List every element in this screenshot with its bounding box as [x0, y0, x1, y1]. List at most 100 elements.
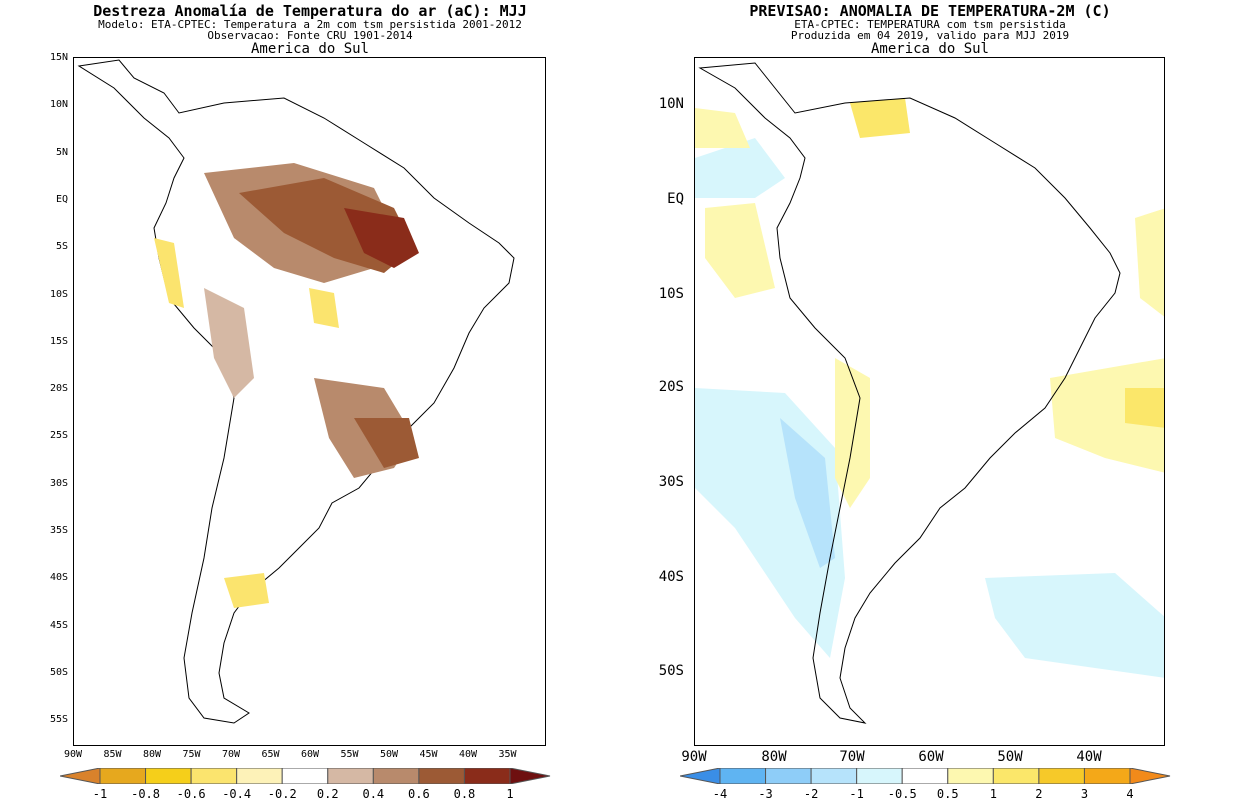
left-lat-tick-label: 20S: [49, 383, 68, 395]
right-colorbar-tick-label: 2: [1035, 787, 1043, 801]
left-subtitle-observation: Observacao: Fonte CRU 1901-2014: [207, 29, 413, 42]
right-lat-tick-label: 40S: [658, 569, 684, 585]
right-anomaly-andes-warm: [835, 358, 870, 508]
left-skill-region-southeast: [354, 418, 419, 468]
left-colorbar-segment: [372, 768, 420, 784]
left-lat-tick-label: 15N: [49, 52, 68, 63]
left-lon-tick-label: 85W: [103, 749, 122, 760]
left-lon-tick-label: 65W: [261, 749, 280, 760]
left-colorbar-segment: [236, 768, 283, 784]
right-lat-tick-label: 20S: [658, 379, 684, 395]
left-lat-tick-label: 25S: [49, 430, 68, 442]
left-lon-tick-label: 60W: [300, 749, 320, 760]
left-lat-tick-label: 35S: [49, 525, 68, 536]
right-subtitle-model: ETA-CPTEC: TEMPERATURA com tsm persistid…: [794, 18, 1066, 31]
left-colorbar-tick-label: 0.6: [408, 787, 430, 801]
right-lon-tick-label: 40W: [1076, 749, 1102, 765]
left-lon-tick-label: 50W: [379, 749, 399, 760]
right-colorbar-tick-label: -4: [712, 787, 728, 801]
left-colorbar-tick-label: 0.2: [316, 787, 339, 801]
right-map-canvas: [695, 62, 1164, 724]
right-region-label: America do Sul: [870, 41, 989, 57]
right-colorbar-segment: [856, 768, 903, 784]
right-anomaly-atlantic-warm-core: [1125, 388, 1164, 428]
left-map-frame: [73, 57, 546, 746]
right-colorbar-low-arrow: [680, 768, 721, 784]
left-skill-region-yellow-1: [309, 288, 339, 328]
left-colorbar-tick-label: -0.8: [131, 787, 160, 801]
left-colorbar-segment: [463, 768, 511, 784]
left-skill-region-east: [344, 208, 419, 268]
right-colorbar-segment: [901, 768, 949, 784]
left-lon-tick-label: 90W: [63, 749, 83, 760]
left-map-canvas: [77, 59, 515, 724]
right-colorbar-segment: [719, 768, 767, 784]
left-skill-region-yellow-2: [224, 573, 269, 608]
left-lat-tick-label: 5N: [55, 146, 68, 158]
left-map-panel: Destreza Anomalía de Temperatura do ar (…: [49, 2, 551, 801]
left-lat-tick-label: 10S: [49, 288, 68, 300]
left-lon-tick-label: 80W: [142, 749, 162, 760]
left-continent-outline: [77, 59, 515, 724]
left-colorbar-tick-label: -1: [92, 787, 108, 801]
right-colorbar-segment: [765, 768, 812, 784]
left-lon-tick-label: 55W: [340, 749, 359, 760]
right-colorbar-tick-label: -1: [849, 787, 864, 801]
left-title: Destreza Anomalía de Temperatura do ar (…: [93, 2, 527, 20]
right-anomaly-atlantic-cool: [985, 573, 1164, 678]
right-map-panel: PREVISAO: ANOMALIA DE TEMPERATURA-2M (C)…: [620, 0, 1240, 802]
left-colorbar-tick-label: -0.6: [176, 787, 206, 801]
right-subtitle-production: Produzida em 04 2019, valido para MJJ 20…: [790, 29, 1070, 42]
left-lon-tick-label: 70W: [221, 749, 241, 760]
left-lat-tick-label: 50S: [49, 666, 68, 678]
right-colorbar-tick-label: 4: [1126, 787, 1134, 801]
left-lat-tick-label: 15S: [49, 335, 68, 347]
left-subtitle-model: Modelo: ETA-CPTEC: Temperatura a 2m com …: [98, 18, 522, 31]
left-lat-tick-label: 55S: [49, 714, 68, 726]
right-anomaly-pacific-warm: [705, 203, 775, 298]
right-title: PREVISAO: ANOMALIA DE TEMPERATURA-2M (C): [749, 2, 1111, 20]
left-lon-tick-label: 75W: [182, 749, 201, 760]
left-lat-tick-label: 40S: [49, 572, 68, 584]
left-colorbar: [60, 768, 551, 784]
right-lon-tick-label: 60W: [918, 749, 944, 765]
left-colorbar-segment: [418, 768, 465, 784]
right-anomaly-east-warm: [1135, 208, 1164, 317]
right-colorbar-segment: [1083, 768, 1131, 784]
left-colorbar-segment: [281, 768, 329, 784]
right-anomaly-north-cool: [695, 138, 785, 198]
left-lon-tick-label: 40W: [458, 749, 478, 760]
left-lat-tick-label: 45S: [49, 619, 68, 631]
right-anomaly-atlantic-warm: [1050, 358, 1164, 473]
right-colorbar-segment: [810, 768, 858, 784]
right-lat-tick-label: 10N: [658, 96, 684, 112]
left-colorbar-tick-label: 0.4: [362, 787, 385, 801]
left-lat-tick-label: 5S: [55, 241, 68, 253]
right-colorbar-tick-label: -0.5: [887, 787, 917, 801]
left-colorbar-tick-label: 0.8: [453, 787, 476, 801]
right-lat-tick-label: 10S: [658, 286, 684, 302]
left-lat-tick-label: EQ: [55, 193, 68, 205]
left-colorbar-segment: [190, 768, 238, 784]
left-colorbar-segment: [145, 768, 192, 784]
right-colorbar-tick-label: 1: [989, 787, 997, 801]
right-lon-tick-label: 50W: [997, 749, 1023, 765]
right-anomaly-venezuela-warm: [850, 98, 910, 138]
right-anomaly-north-warm: [695, 108, 750, 148]
right-colorbar-segment: [947, 768, 994, 784]
right-lat-tick-label: 30S: [658, 474, 684, 490]
right-colorbar-tick-label: -2: [803, 787, 819, 801]
right-colorbar-segment: [1038, 768, 1085, 784]
right-colorbar-tick-label: -3: [758, 787, 773, 801]
left-lat-tick-label: 10N: [49, 99, 68, 111]
right-map-frame: [694, 57, 1165, 746]
left-lon-tick-label: 45W: [419, 749, 438, 760]
right-colorbar-segment: [992, 768, 1040, 784]
right-lat-tick-label: EQ: [667, 191, 684, 207]
left-lat-tick-label: 30S: [49, 477, 68, 489]
left-colorbar-tick-label: 1: [506, 787, 514, 801]
left-colorbar-segment: [327, 768, 374, 784]
right-lat-tick-label: 50S: [658, 663, 684, 679]
right-colorbar-high-arrow: [1129, 768, 1171, 784]
left-colorbar-segment: [99, 768, 147, 784]
